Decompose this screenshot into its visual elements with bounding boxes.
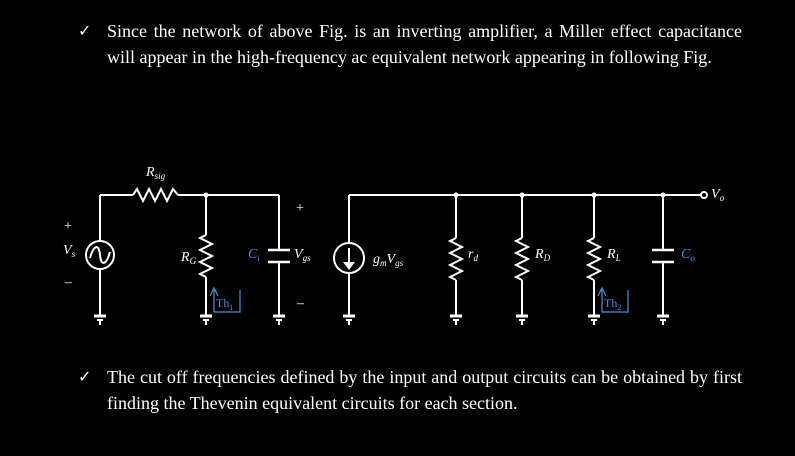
th1-label: Th1: [216, 296, 233, 312]
th1-bracket: [213, 288, 241, 313]
ground-icon: [450, 314, 462, 325]
current-source-icon: [333, 242, 365, 274]
rL-resistor-icon: [585, 237, 603, 281]
rd-label: rd: [468, 247, 478, 263]
rsig-resistor-icon: [132, 186, 179, 204]
ground-icons: [94, 314, 669, 325]
ground-icon: [657, 314, 669, 325]
bullet-miller-effect: ✓ Since the network of above Fig. is an …: [78, 18, 742, 70]
ci-capacitor-icon: [268, 248, 290, 264]
rsig-label: Rsig: [145, 165, 166, 181]
checkmark-icon: ✓: [78, 367, 92, 386]
th2-arrow-icon: [597, 286, 607, 297]
bullet-cutoff-frequencies: ✓ The cut off frequencies defined by the…: [78, 364, 742, 416]
source-minus: –: [64, 275, 73, 290]
circuit-wires: [99, 194, 701, 316]
ci-label: Ci: [248, 247, 260, 263]
rd-small-resistor-icon: [447, 237, 465, 281]
co-capacitor-icon: [652, 248, 674, 264]
co-label: Co: [681, 247, 695, 263]
rL-label: RL: [606, 247, 621, 263]
ground-icon: [516, 314, 528, 325]
th2-bracket: [601, 288, 629, 313]
source-plus: +: [64, 219, 72, 234]
vgs-minus: –: [296, 296, 305, 311]
vgs-plus: +: [296, 201, 304, 216]
bullet-text: Since the network of above Fig. is an in…: [107, 21, 742, 67]
output-terminal-icon: [700, 191, 708, 199]
vo-label: Vo: [711, 187, 725, 203]
ground-icon: [588, 314, 600, 325]
bullet-text: The cut off frequencies defined by the i…: [107, 367, 742, 413]
checkmark-icon: ✓: [78, 21, 92, 40]
th1-arrow-icon: [209, 286, 219, 297]
ground-icon: [273, 314, 285, 325]
th2-label: Th2: [604, 296, 621, 312]
source-label: Vs: [63, 243, 76, 259]
rg-label: RG: [180, 250, 197, 266]
junction-dots: [203, 192, 666, 198]
vgs-label: Vgs: [294, 247, 311, 263]
rg-resistor-icon: [197, 234, 215, 278]
ground-icon: [200, 314, 212, 325]
rD-resistor-icon: [513, 237, 531, 281]
rD-label: RD: [534, 247, 551, 263]
ground-icon: [94, 314, 106, 325]
gm-label: gmVgs: [373, 252, 404, 268]
ac-source-icon: [85, 240, 115, 270]
ground-icon: [343, 314, 355, 325]
